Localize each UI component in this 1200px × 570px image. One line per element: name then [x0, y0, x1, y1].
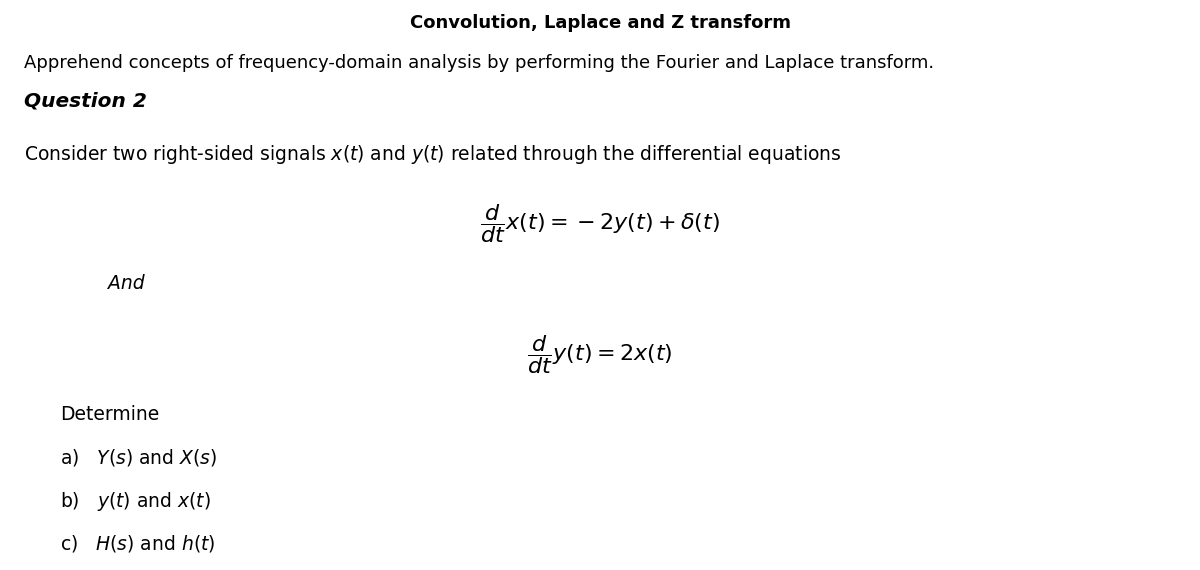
Text: Determine: Determine — [60, 405, 160, 424]
Text: $\dfrac{d}{dt}y(t) = 2x(t)$: $\dfrac{d}{dt}y(t) = 2x(t)$ — [527, 333, 673, 376]
Text: c)   $H(s)$ and $h(t)$: c) $H(s)$ and $h(t)$ — [60, 533, 216, 554]
Text: b)   $y(t)$ and $x(t)$: b) $y(t)$ and $x(t)$ — [60, 490, 211, 513]
Text: And: And — [108, 274, 145, 292]
Text: Apprehend concepts of frequency-domain analysis by performing the Fourier and La: Apprehend concepts of frequency-domain a… — [24, 54, 934, 72]
Text: a)   $Y(s)$ and $X(s)$: a) $Y(s)$ and $X(s)$ — [60, 447, 217, 469]
Text: Convolution, Laplace and Z transform: Convolution, Laplace and Z transform — [409, 14, 791, 32]
Text: Consider two right-sided signals $x(t)$ and $y(t)$ related through the different: Consider two right-sided signals $x(t)$ … — [24, 142, 841, 165]
Text: $\dfrac{d}{dt}x(t) = -2y(t) + \delta(t)$: $\dfrac{d}{dt}x(t) = -2y(t) + \delta(t)$ — [480, 202, 720, 245]
Text: Question 2: Question 2 — [24, 91, 146, 110]
